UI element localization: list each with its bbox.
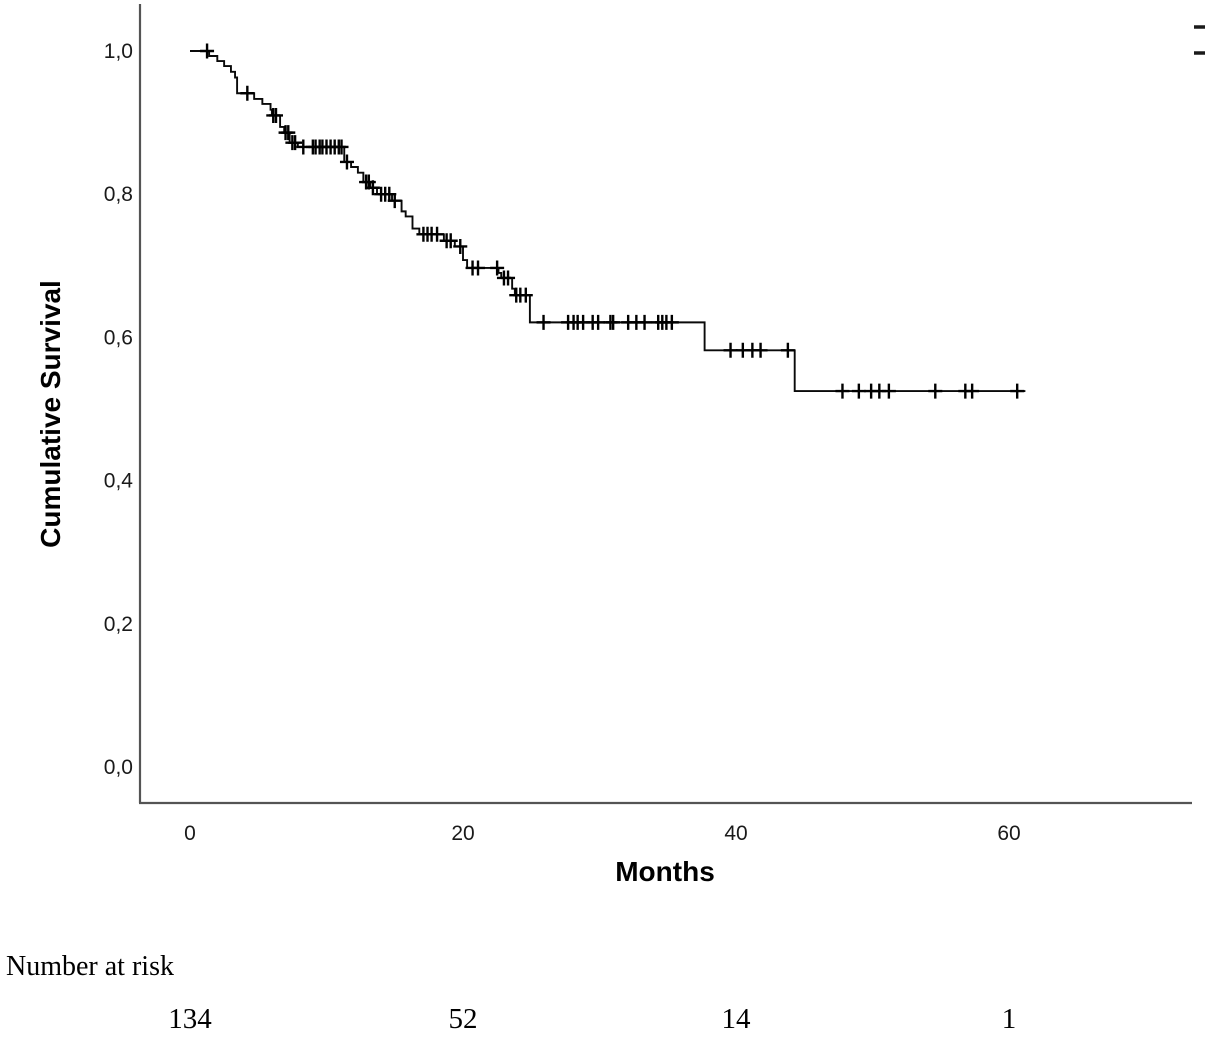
censor-plus-icon bbox=[965, 383, 980, 399]
censor-plus-icon bbox=[851, 383, 866, 399]
censor-plus-icon bbox=[339, 154, 354, 170]
x-tick-label: 0 bbox=[184, 822, 196, 845]
censor-plus-icon bbox=[443, 233, 458, 249]
y-tick-label: 0,6 bbox=[104, 326, 133, 349]
censor-plus-icon bbox=[430, 226, 445, 242]
number-at-risk-values: 134 52 14 1 bbox=[168, 1003, 1016, 1035]
censor-plus-icon bbox=[835, 383, 850, 399]
number-at-risk-value: 52 bbox=[449, 1003, 478, 1035]
censor-plus-icon bbox=[490, 260, 505, 276]
censor-plus-icon bbox=[200, 43, 215, 59]
x-tick-label: 40 bbox=[724, 822, 747, 845]
censor-plus-icon bbox=[501, 270, 516, 286]
censor-plus-icon bbox=[288, 135, 303, 151]
x-tick-label: 60 bbox=[997, 822, 1020, 845]
y-axis-tick-labels: 1,0 0,8 0,6 0,4 0,2 0,0 bbox=[104, 40, 134, 779]
censor-plus-icon bbox=[518, 287, 533, 303]
y-axis-title: Cumulative Survival bbox=[35, 280, 66, 548]
y-tick-label: 1,0 bbox=[104, 40, 133, 63]
censor-plus-icon bbox=[240, 85, 255, 101]
censor-plus-icon bbox=[471, 260, 486, 276]
censor-plus-icon bbox=[365, 180, 380, 196]
survival-step-curve bbox=[190, 50, 1026, 393]
censor-plus-icon bbox=[281, 125, 296, 141]
number-at-risk-value: 134 bbox=[168, 1003, 212, 1035]
number-at-risk-label: Number at risk bbox=[6, 951, 174, 982]
y-tick-label: 0,8 bbox=[104, 183, 133, 206]
censor-plus-icon bbox=[637, 314, 652, 330]
censor-plus-icon bbox=[928, 383, 943, 399]
censor-plus-icon bbox=[334, 139, 349, 155]
censor-plus-icon bbox=[1010, 383, 1025, 399]
y-tick-label: 0,0 bbox=[104, 756, 133, 779]
survival-series bbox=[190, 43, 1026, 399]
y-tick-label: 0,4 bbox=[104, 470, 134, 493]
number-at-risk-value: 1 bbox=[1002, 1003, 1017, 1035]
censor-plus-icon bbox=[723, 342, 738, 358]
censor-plus-icon bbox=[268, 107, 283, 123]
censor-plus-icon bbox=[780, 342, 795, 358]
number-at-risk-value: 14 bbox=[722, 1003, 752, 1035]
y-tick-label: 0,2 bbox=[104, 613, 133, 636]
clipped-legend-fragment bbox=[1194, 25, 1205, 55]
censor-plus-icon bbox=[881, 383, 896, 399]
censor-plus-marks bbox=[200, 43, 1025, 399]
censor-plus-icon bbox=[591, 314, 606, 330]
x-axis-tick-labels: 0 20 40 60 bbox=[184, 822, 1021, 845]
censor-plus-icon bbox=[536, 314, 551, 330]
axes bbox=[138, 4, 1192, 805]
censor-plus-icon bbox=[387, 193, 402, 209]
x-tick-label: 20 bbox=[451, 822, 474, 845]
censor-plus-icon bbox=[664, 314, 679, 330]
x-axis-title: Months bbox=[615, 856, 715, 887]
censor-plus-icon bbox=[606, 314, 621, 330]
censor-plus-icon bbox=[453, 238, 468, 254]
censor-plus-icon bbox=[753, 342, 768, 358]
